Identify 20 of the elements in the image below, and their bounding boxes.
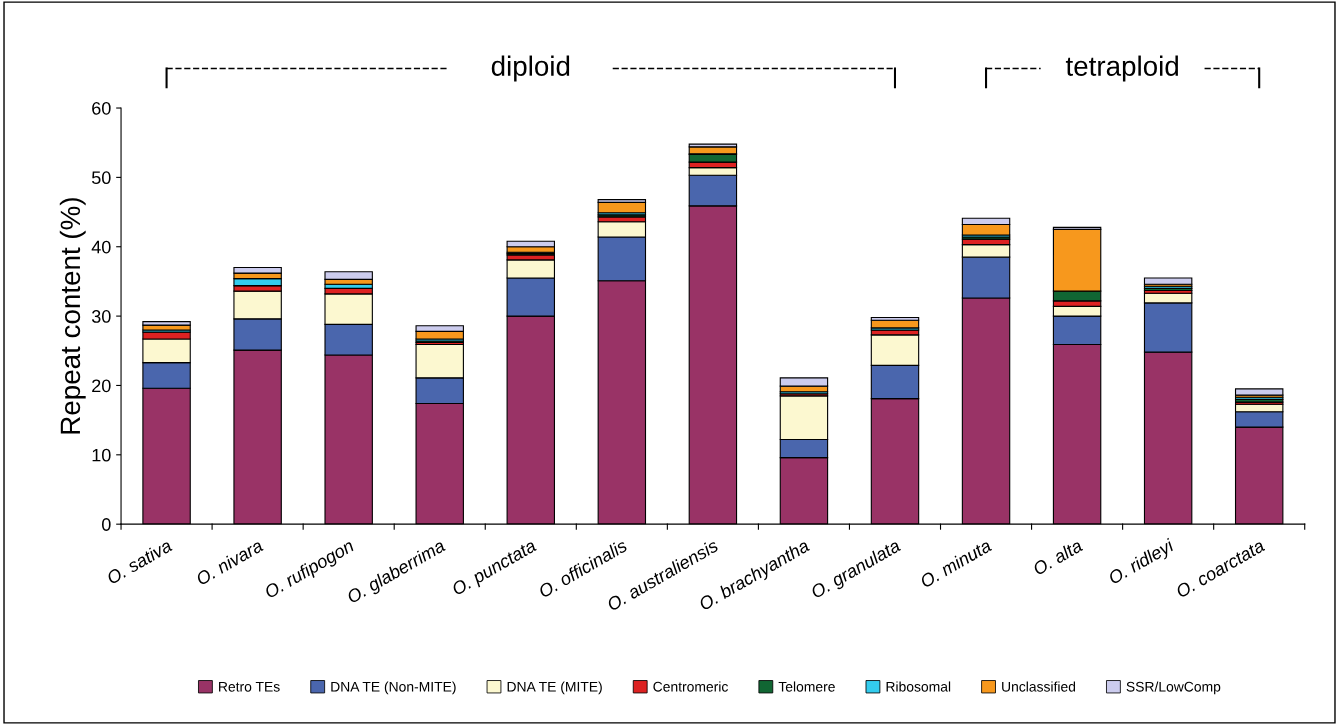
legend-label: DNA TE (Non-MITE) bbox=[331, 681, 456, 695]
x-tick-label: O. sativa bbox=[105, 538, 173, 585]
y-tick-label: 0 bbox=[101, 518, 111, 531]
legend-label: Telomere bbox=[778, 681, 835, 692]
legend-label: DNA TE (MITE) bbox=[507, 681, 602, 695]
legend-label: SSR/LowComp bbox=[1126, 681, 1221, 695]
y-tick-label: 30 bbox=[91, 310, 111, 323]
text: diploid bbox=[491, 55, 570, 82]
y-tick-label: 20 bbox=[92, 379, 111, 393]
y-tick-label: 50 bbox=[91, 171, 111, 185]
y-tick-label: 10 bbox=[92, 448, 111, 462]
text: tetraploid bbox=[1065, 55, 1178, 82]
y-tick-label: 60 bbox=[92, 101, 111, 115]
y-axis-title: Repeat content (%) bbox=[59, 198, 86, 434]
y-tick-label: 40 bbox=[91, 240, 111, 254]
legend-label: Unclassified bbox=[1002, 681, 1076, 692]
legend-label: Retro TEs bbox=[219, 681, 280, 692]
x-tick-label: O. alta bbox=[1031, 538, 1084, 576]
legend-label: Ribosomal bbox=[886, 681, 951, 692]
legend-label: Centromeric bbox=[653, 681, 728, 692]
